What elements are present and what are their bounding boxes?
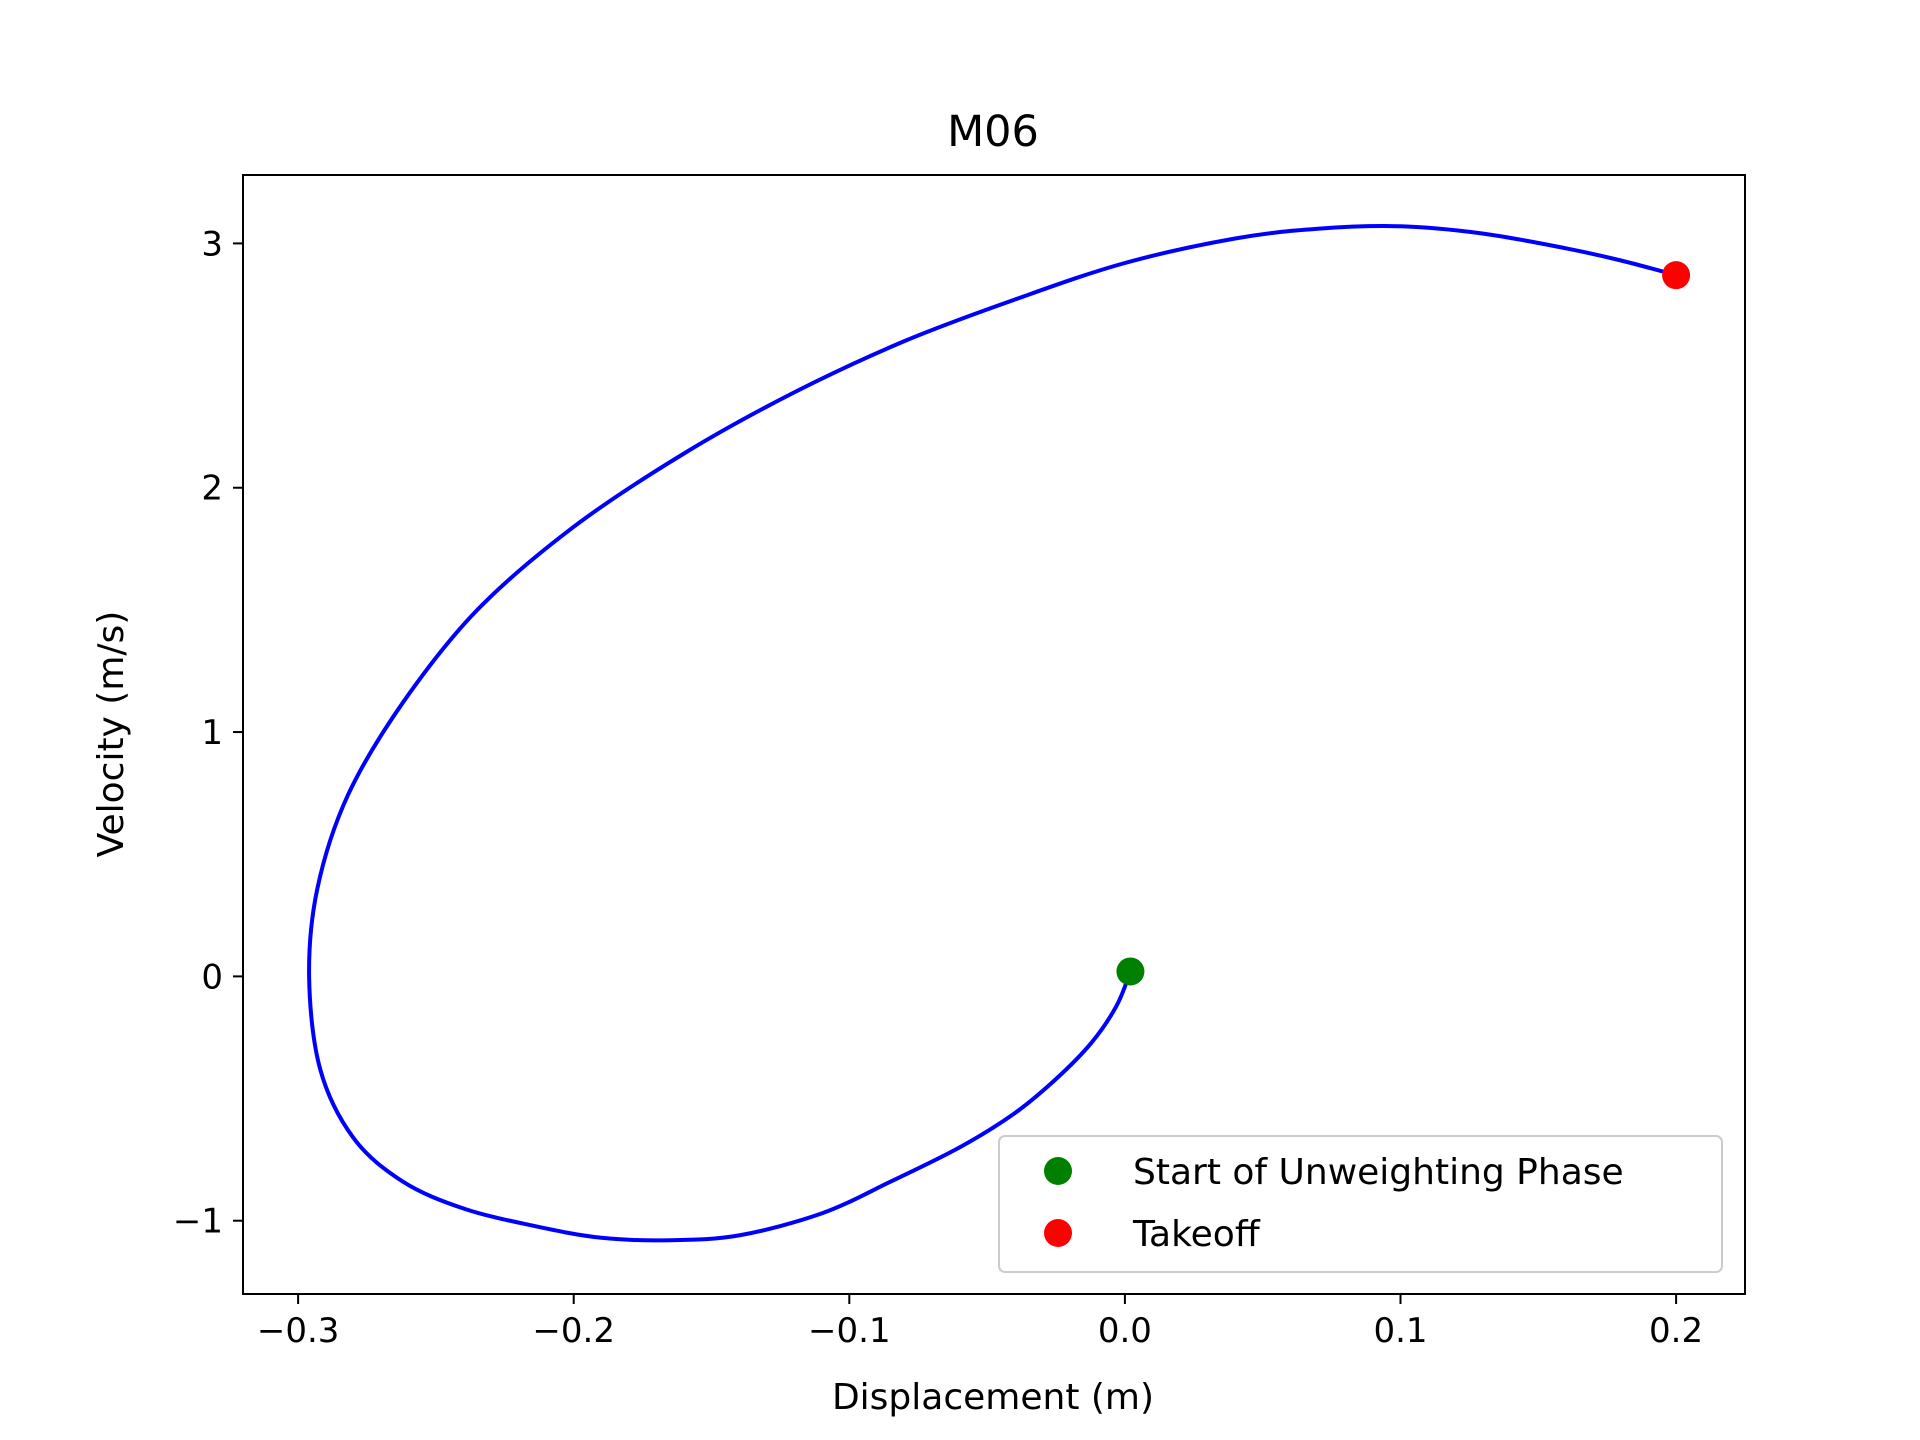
x-axis-label: Displacement (m) [832, 1377, 1154, 1418]
x-axis: −0.3 −0.2 −0.1 0.0 0.1 0.2 [257, 1294, 1703, 1351]
x-tick-label: 0.2 [1649, 1311, 1703, 1351]
takeoff-marker [1662, 261, 1691, 290]
x-tick-label: 0.1 [1373, 1311, 1427, 1351]
y-tick-label: 1 [201, 713, 223, 753]
legend-label-start: Start of Unweighting Phase [1133, 1152, 1624, 1193]
x-tick-label: −0.2 [532, 1311, 615, 1351]
axes-frame [242, 174, 1746, 1295]
y-tick-label: 0 [201, 957, 223, 997]
x-tick-label: 0.0 [1098, 1311, 1152, 1351]
plot-area [307, 224, 1691, 1243]
legend-label-takeoff: Takeoff [1132, 1214, 1261, 1255]
y-axis-label: Velocity (m/s) [91, 611, 132, 858]
y-axis: −1 0 1 2 3 [173, 224, 243, 1242]
legend: Start of Unweighting Phase Takeoff [998, 1135, 1723, 1273]
y-tick-label: 3 [201, 224, 223, 264]
y-tick-label: 2 [201, 469, 223, 509]
legend-box [998, 1135, 1723, 1273]
chart-title: M06 [947, 107, 1039, 157]
legend-marker-takeoff [1044, 1219, 1072, 1247]
y-tick-label: −1 [173, 1202, 223, 1242]
start-unweighting-marker [1116, 957, 1145, 986]
legend-marker-start [1044, 1157, 1072, 1185]
x-tick-label: −0.1 [808, 1311, 891, 1351]
x-tick-label: −0.3 [257, 1311, 340, 1351]
series-line-0 [307, 224, 1679, 1243]
